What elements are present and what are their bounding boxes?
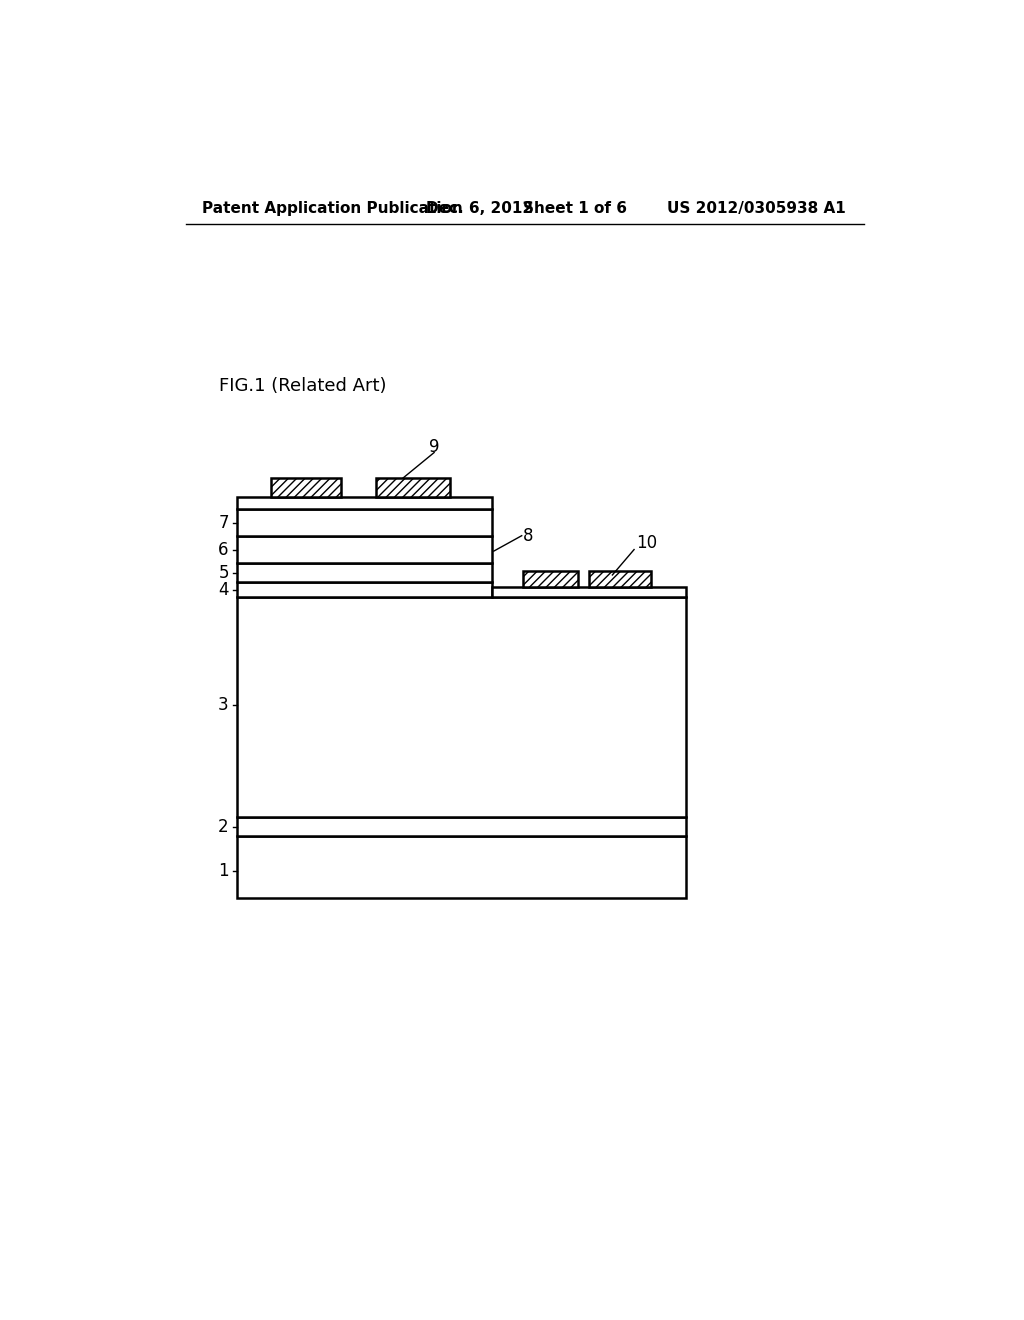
Text: 3: 3: [218, 696, 228, 714]
Bar: [237, 536, 493, 562]
Text: 6: 6: [218, 541, 228, 558]
Text: 7: 7: [218, 513, 228, 532]
Bar: [237, 817, 686, 836]
Text: 5: 5: [218, 564, 228, 582]
Bar: [589, 572, 651, 586]
Text: 4: 4: [218, 581, 228, 598]
Bar: [237, 562, 493, 582]
Bar: [523, 572, 578, 586]
Bar: [237, 836, 686, 898]
Text: 1: 1: [218, 862, 228, 879]
Text: 10: 10: [636, 535, 656, 552]
Text: Patent Application Publication: Patent Application Publication: [202, 201, 463, 216]
Text: FIG.1 (Related Art): FIG.1 (Related Art): [219, 376, 387, 395]
Bar: [376, 478, 450, 498]
Text: Sheet 1 of 6: Sheet 1 of 6: [523, 201, 628, 216]
Bar: [237, 582, 493, 598]
Bar: [237, 597, 686, 817]
Text: 8: 8: [523, 527, 534, 545]
Bar: [237, 508, 493, 536]
Text: US 2012/0305938 A1: US 2012/0305938 A1: [667, 201, 846, 216]
Text: Dec. 6, 2012: Dec. 6, 2012: [426, 201, 534, 216]
Text: 9: 9: [429, 438, 439, 457]
Text: 2: 2: [218, 818, 228, 836]
Bar: [493, 586, 686, 598]
Bar: [237, 498, 493, 508]
Bar: [271, 478, 341, 498]
